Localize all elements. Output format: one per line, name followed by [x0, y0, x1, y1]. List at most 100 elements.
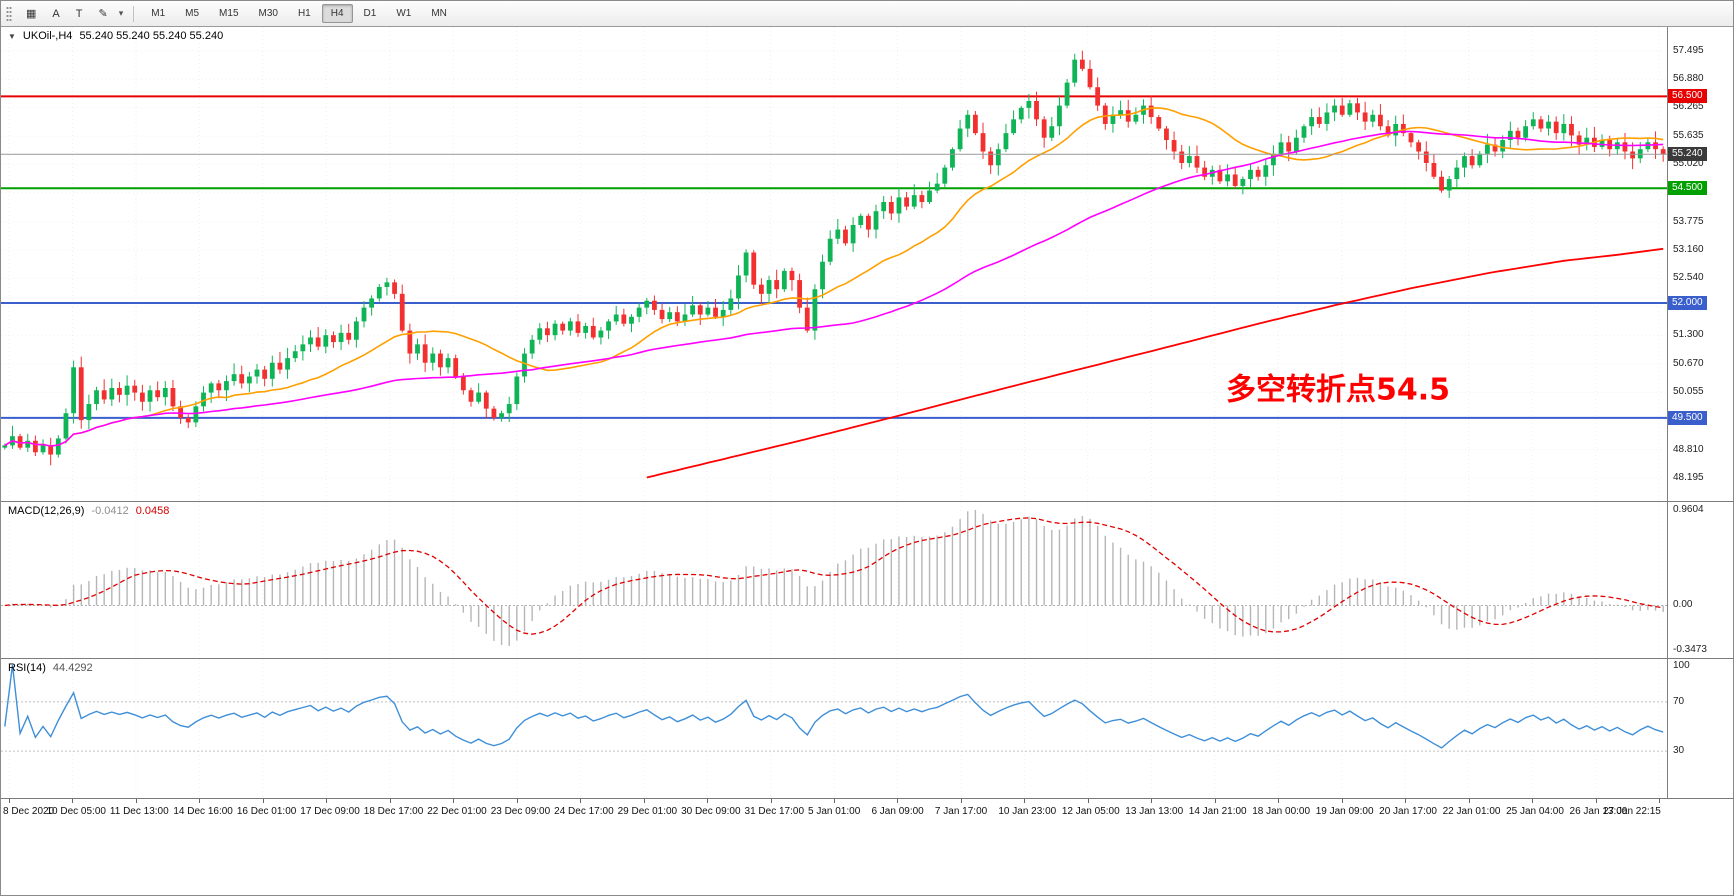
time-label: 22 Dec 01:00	[427, 806, 487, 817]
macd-value-signal: 0.0458	[135, 505, 170, 517]
price-tick-label: 56.265	[1673, 101, 1704, 113]
time-tick	[1024, 799, 1026, 803]
time-label: 24 Dec 17:00	[554, 806, 614, 817]
main-chart-panel: 多空转折点54.5 57.495 56.880 56.265 55.635 55.020…	[1, 27, 1733, 501]
price-tick-label: 57.495	[1673, 44, 1704, 56]
rsi-chart[interactable]	[1, 659, 1667, 798]
toolbar-grip[interactable]	[6, 5, 12, 22]
symbol-dropdown-icon[interactable]: ▼	[8, 31, 16, 41]
time-label: 6 Jan 09:00	[871, 806, 924, 817]
rsi-panel: 100 70 30 RSI(14) 44.4292	[1, 658, 1733, 798]
timeframe-w1[interactable]: W1	[396, 8, 412, 19]
time-tick	[834, 799, 835, 803]
price-tick-label: 51.300	[1673, 329, 1704, 341]
ma-fast	[4, 107, 1664, 447]
time-label: 27 Jan 22:15	[1603, 806, 1661, 817]
time-tick	[135, 799, 137, 803]
macd-value-main: -0.0412	[91, 505, 129, 517]
time-label: 11 Dec 13:00	[109, 806, 169, 817]
chart-header: ▼ UKOil-,H4 55.240 55.240 55.240 55.240	[8, 30, 223, 42]
time-label: 14 Dec 16:00	[173, 806, 233, 817]
time-label: 22 Jan 01:00	[1442, 806, 1501, 817]
rsi-label: RSI(14)	[8, 662, 46, 674]
timeframe-mn[interactable]: MN	[431, 8, 447, 19]
price-line-badge: 54.500	[1668, 181, 1707, 196]
price-scale: 57.49556.88056.26555.63555.02054.40053.7…	[1667, 27, 1733, 501]
macd-scale-zero: 0.00	[1673, 599, 1693, 611]
macd-scale-bottom: -0.3473	[1673, 644, 1707, 655]
time-label: 31 Dec 17:00	[744, 806, 805, 817]
text-annotation[interactable]: 多空转折点54.5	[1226, 372, 1450, 407]
macd-chart[interactable]	[1, 502, 1667, 658]
time-tick	[1087, 799, 1089, 803]
price-tick-label: 55.635	[1673, 130, 1704, 142]
window-bottom	[1, 824, 1733, 895]
time-label: 25 Jan 04:00	[1506, 806, 1564, 817]
dropdown-caret-icon[interactable]: ▾	[118, 8, 124, 18]
rsi-line	[4, 664, 1664, 749]
rsi-header: RSI(14) 44.4292	[8, 662, 93, 674]
toolbar-separator	[133, 5, 135, 22]
rsi-scale: 100 70 30	[1667, 659, 1733, 798]
price-chart[interactable]: 多空转折点54.5	[1, 27, 1667, 501]
time-tick	[960, 799, 962, 803]
time-tick	[199, 799, 201, 803]
time-tick	[1405, 799, 1407, 803]
time-tick	[1151, 799, 1153, 803]
macd-panel: 0.9604 0.00 -0.3473 MACD(12,26,9) -0.0412 …	[1, 501, 1733, 658]
macd-histogram	[11, 510, 1664, 646]
time-label: 7 Jan 17:00	[934, 806, 988, 817]
timeframe-m15[interactable]: M15	[219, 8, 239, 19]
time-tick	[72, 799, 74, 803]
time-label: 10 Dec 05:00	[46, 806, 106, 817]
time-tick	[897, 799, 899, 803]
timeframe-d1[interactable]: D1	[363, 8, 377, 19]
time-tick	[1468, 799, 1470, 803]
price-tick-label: 50.055	[1673, 386, 1704, 398]
toolbar: ▦ A T ✎ ▾ M1 M5 M15 M30 H1 H4 D1 W1 MN	[1, 1, 1733, 27]
time-label: 5 Jan 01:00	[808, 806, 861, 817]
candles-layer[interactable]	[2, 50, 1666, 466]
price-tick-label: 55.020	[1673, 158, 1704, 170]
time-label: 23 Dec 09:00	[490, 806, 551, 817]
rsi-scale-100: 100	[1673, 660, 1690, 671]
time-label: 12 Jan 05:00	[1061, 806, 1120, 817]
draw-tool-icon[interactable]: ✎	[98, 7, 108, 20]
time-label: 13 Jan 13:00	[1125, 806, 1184, 817]
timeframe-h4[interactable]: H4	[321, 4, 353, 23]
time-tick	[1341, 799, 1343, 803]
price-line-badge: 56.500	[1668, 89, 1707, 104]
timeframe-m30[interactable]: M30	[258, 8, 278, 19]
cursor-tool-icon[interactable]: A	[52, 7, 60, 20]
time-label: 8 Dec 2020	[3, 806, 55, 817]
rsi-scale-30: 30	[1673, 745, 1685, 757]
time-tick	[707, 799, 709, 803]
ma-slow	[646, 247, 1664, 479]
ma-medium	[4, 130, 1664, 447]
rsi-scale-70: 70	[1673, 695, 1685, 707]
time-label: 19 Jan 09:00	[1315, 806, 1374, 817]
timeframe-m5[interactable]: M5	[185, 8, 200, 19]
time-tick	[9, 799, 10, 803]
timeframe-m1[interactable]: M1	[151, 8, 166, 19]
grid-layer	[1, 27, 1667, 501]
price-tick-label: 53.775	[1673, 215, 1704, 227]
time-tick	[1532, 799, 1534, 803]
charts-grid-icon[interactable]: ▦	[26, 7, 37, 20]
time-label: 10 Jan 23:00	[998, 806, 1057, 817]
timeframe-h1[interactable]: H1	[297, 8, 311, 19]
price-tick-label: 53.160	[1673, 243, 1704, 255]
macd-label: MACD(12,26,9)	[8, 505, 85, 517]
price-line-badge: 49.500	[1668, 410, 1707, 425]
time-label: 18 Dec 17:00	[363, 806, 424, 817]
ohlc-values: 55.240 55.240 55.240 55.240	[79, 30, 224, 42]
time-label: 16 Dec 01:00	[236, 806, 297, 817]
price-line-badge: 52.000	[1668, 296, 1707, 311]
text-tool-icon[interactable]: T	[75, 7, 83, 20]
macd-header: MACD(12,26,9) -0.0412 0.0458	[8, 505, 169, 517]
symbol-title: UKOil-,H4	[22, 30, 73, 42]
time-tick	[580, 799, 582, 803]
time-tick	[326, 799, 328, 803]
macd-scale: 0.9604 0.00 -0.3473	[1667, 502, 1733, 658]
